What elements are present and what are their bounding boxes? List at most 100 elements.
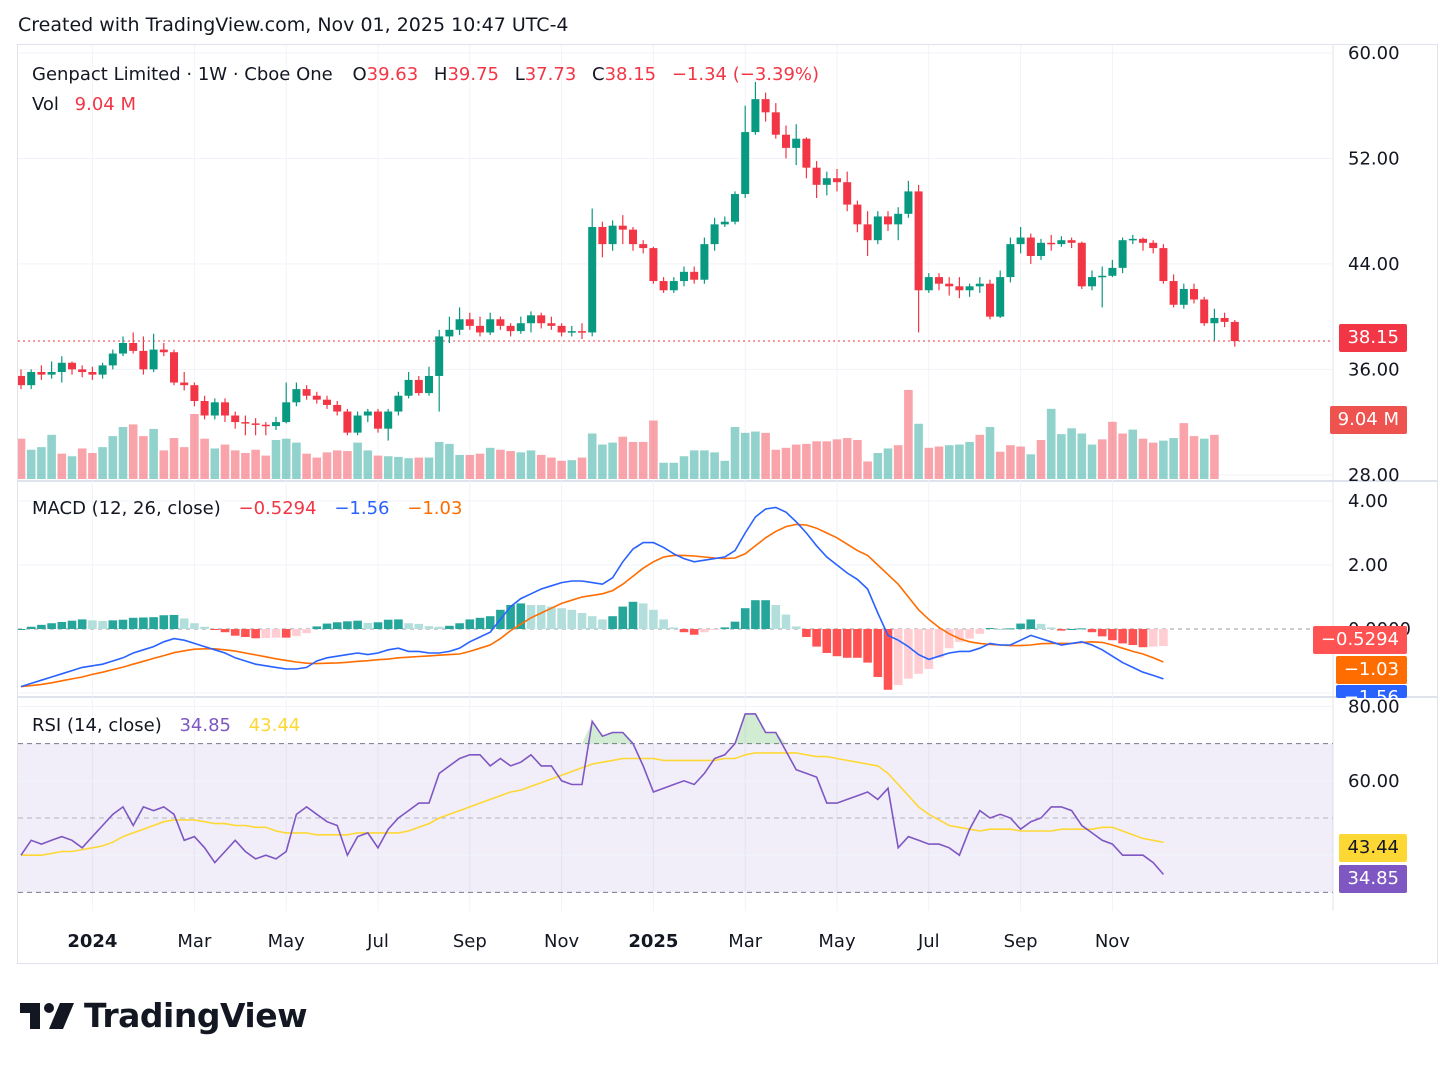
macd-title[interactable]: MACD (12, 26, close) <box>32 498 221 519</box>
macd-line-value: −1.56 <box>334 498 390 519</box>
volume-bar <box>1097 439 1107 479</box>
macd-histogram-bar <box>343 621 352 629</box>
macd-axis-label: 2.00 <box>1348 555 1388 576</box>
macd-histogram-bar <box>955 629 964 642</box>
volume-bar <box>149 428 158 479</box>
volume-bar <box>190 414 199 479</box>
macd-histogram-bar <box>934 629 944 658</box>
macd-histogram-bar <box>1148 629 1158 647</box>
macd-histogram-bar <box>771 605 781 629</box>
macd-histogram-bar <box>47 623 56 629</box>
x-tick-label: May <box>818 931 856 952</box>
volume-bar <box>496 449 505 479</box>
candle-body <box>476 325 484 333</box>
x-tick-label: Mar <box>177 931 212 952</box>
chart-frame[interactable]: 2024 Mar May Jul Sep Nov 2025 Mar May Jul Sep Nov 60… <box>17 44 1438 964</box>
candle-body <box>924 277 933 291</box>
candle-body <box>18 375 25 386</box>
volume-bar <box>659 462 668 479</box>
candle-body <box>47 372 56 375</box>
volume-bar <box>883 448 893 479</box>
volume-bar <box>608 442 617 479</box>
macd-histogram-bar <box>108 620 118 629</box>
candle-body <box>435 336 444 376</box>
candle-body <box>170 352 178 383</box>
volume-bar <box>893 445 903 479</box>
candle-body <box>384 411 393 429</box>
candle-body <box>1088 277 1096 287</box>
candle-body <box>588 227 597 333</box>
candle-body <box>1220 317 1229 322</box>
volume-bar <box>761 432 770 479</box>
volume-bar <box>47 434 56 479</box>
candle-body <box>802 138 811 168</box>
ohlc-high-label: H <box>433 64 448 85</box>
macd-histogram-bar <box>863 629 872 663</box>
created-with-header: Created with TradingView.com, Nov 01, 20… <box>18 14 569 36</box>
macd-histogram-bar <box>598 619 607 629</box>
candle-body <box>894 213 903 225</box>
volume-bar <box>985 427 995 479</box>
rsi-title[interactable]: RSI (14, close) <box>32 715 162 736</box>
macd-histogram-bar <box>659 619 668 629</box>
macd-histogram-bar <box>812 629 821 647</box>
volume-bar <box>1138 438 1148 479</box>
volume-bar <box>587 433 597 479</box>
volume-bar <box>1108 421 1117 479</box>
macd-histogram-bar <box>761 600 770 629</box>
candle-body <box>149 349 158 370</box>
candle-body <box>1200 299 1209 324</box>
macd-histogram-bar <box>536 605 546 629</box>
rsi-overbought-fill <box>745 713 756 744</box>
candle-body <box>751 99 760 133</box>
volume-bar <box>618 436 628 479</box>
volume-bar <box>720 460 730 479</box>
macd-histogram-bar <box>1036 623 1046 629</box>
macd-histogram-bar <box>547 606 556 629</box>
volume-bar <box>1016 446 1025 479</box>
volume-bar <box>139 436 148 479</box>
ohlc-low-label: L <box>514 64 525 85</box>
macd-histogram-bar <box>353 620 362 629</box>
candle-body <box>221 402 229 416</box>
candle-body <box>731 194 739 222</box>
macd-histogram-bar <box>210 629 220 630</box>
candle-body <box>37 372 46 375</box>
candle-body <box>629 229 637 245</box>
volume-bar <box>1036 440 1046 479</box>
symbol-title[interactable]: Genpact Limited · 1W · Cboe One <box>32 64 333 85</box>
ohlc-close-label: C <box>592 64 605 85</box>
volume-bar <box>1118 433 1127 479</box>
candle-body <box>527 315 535 324</box>
candle-body <box>88 372 97 375</box>
macd-histogram-bar <box>118 619 128 629</box>
volume-bar <box>18 438 26 479</box>
ohlc-low-value: 37.73 <box>524 64 577 85</box>
macd-histogram-bar <box>751 600 760 629</box>
candle-body <box>1169 281 1178 305</box>
candle-body <box>853 204 862 225</box>
macd-histogram-bar <box>26 626 36 629</box>
macd-histogram-bar <box>373 622 383 629</box>
candle-body <box>1026 237 1035 256</box>
volume-bar <box>128 424 138 479</box>
volume-bar <box>241 453 250 479</box>
macd-histogram-bar <box>587 616 597 629</box>
volume-bar <box>57 453 67 479</box>
candle-body <box>792 138 801 148</box>
tradingview-logo[interactable]: TradingView <box>20 996 308 1035</box>
volume-bar <box>200 438 209 479</box>
volume-bar <box>1199 438 1209 479</box>
macd-histogram-bar <box>1138 629 1148 648</box>
macd-histogram-bar <box>220 629 230 633</box>
x-tick-label: Sep <box>1004 931 1038 952</box>
volume-badge: 9.04 M <box>1329 406 1407 434</box>
macd-histogram-bar <box>98 621 107 629</box>
volume-bar <box>118 427 128 479</box>
macd-histogram-bar <box>628 601 638 629</box>
candle-body <box>302 389 311 396</box>
chart-canvas[interactable]: 2024 Mar May Jul Sep Nov 2025 Mar May Jul Sep Nov 60… <box>18 45 1437 963</box>
macd-histogram-bar <box>781 614 791 629</box>
candle-body <box>1057 240 1066 245</box>
macd-histogram-bar <box>475 617 485 629</box>
